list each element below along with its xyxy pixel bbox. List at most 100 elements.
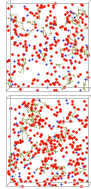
Point — [75, 12, 77, 15]
Point — [69, 10, 70, 13]
Point — [16, 123, 18, 126]
Point — [69, 79, 71, 82]
Point — [41, 118, 43, 121]
Point — [8, 58, 9, 61]
Point — [60, 148, 62, 151]
Point — [62, 47, 63, 50]
Point — [78, 128, 80, 131]
Point — [55, 63, 57, 66]
Point — [73, 66, 75, 69]
Point — [45, 159, 46, 162]
Point — [59, 25, 60, 28]
Point — [84, 168, 86, 171]
Point — [80, 147, 81, 150]
Point — [71, 137, 73, 140]
Point — [69, 72, 70, 75]
Point — [75, 162, 77, 165]
Point — [19, 140, 21, 143]
Point — [72, 18, 73, 21]
Point — [27, 13, 28, 16]
Point — [59, 82, 60, 85]
Point — [31, 155, 32, 158]
Point — [10, 153, 11, 156]
Point — [67, 128, 69, 131]
Point — [32, 125, 33, 128]
Point — [74, 147, 75, 150]
Point — [74, 19, 76, 22]
Point — [31, 23, 33, 26]
Point — [37, 53, 38, 57]
Point — [46, 177, 48, 180]
Point — [79, 73, 80, 76]
Point — [41, 160, 42, 163]
Point — [8, 159, 10, 162]
Point — [25, 33, 27, 36]
Point — [36, 79, 38, 82]
Point — [47, 80, 48, 83]
Point — [49, 14, 51, 17]
Point — [15, 25, 17, 28]
Point — [69, 159, 70, 162]
Point — [67, 49, 69, 52]
Point — [83, 87, 84, 90]
Point — [33, 77, 34, 80]
Point — [13, 122, 14, 125]
Point — [74, 22, 76, 25]
Point — [38, 112, 40, 115]
Point — [53, 142, 54, 145]
Point — [52, 124, 54, 127]
Point — [24, 104, 26, 107]
Point — [40, 106, 42, 109]
Point — [12, 163, 13, 166]
Point — [15, 19, 16, 22]
Point — [50, 22, 51, 25]
Point — [38, 16, 40, 19]
Point — [46, 72, 48, 75]
Point — [31, 110, 33, 113]
Point — [87, 53, 88, 57]
Point — [84, 10, 85, 13]
Point — [46, 78, 47, 81]
Point — [56, 174, 58, 177]
Point — [59, 49, 61, 52]
Point — [80, 29, 81, 32]
Point — [43, 59, 45, 62]
Point — [41, 124, 43, 127]
Point — [16, 140, 17, 143]
Point — [72, 11, 73, 14]
Point — [86, 115, 88, 118]
Point — [68, 81, 69, 84]
Point — [43, 48, 44, 51]
Point — [27, 163, 28, 166]
Point — [39, 5, 41, 8]
Point — [12, 18, 14, 21]
Point — [23, 5, 25, 8]
Point — [45, 49, 47, 52]
Point — [35, 117, 36, 120]
Point — [64, 75, 65, 78]
Point — [85, 165, 86, 168]
Point — [25, 180, 26, 183]
Point — [27, 105, 29, 108]
Point — [50, 142, 52, 145]
Point — [9, 73, 10, 76]
Point — [82, 18, 83, 21]
Point — [51, 43, 53, 46]
Point — [44, 183, 45, 186]
Point — [16, 154, 18, 157]
Point — [22, 66, 24, 69]
Point — [11, 178, 12, 181]
Point — [39, 6, 40, 9]
Point — [77, 118, 79, 121]
Point — [78, 147, 80, 150]
Point — [13, 131, 14, 134]
Point — [46, 166, 47, 169]
Point — [71, 114, 73, 117]
Point — [64, 85, 65, 88]
Point — [49, 140, 51, 143]
Point — [78, 162, 79, 165]
Point — [11, 73, 13, 76]
Point — [31, 150, 32, 153]
Point — [29, 10, 31, 13]
Point — [25, 129, 26, 132]
